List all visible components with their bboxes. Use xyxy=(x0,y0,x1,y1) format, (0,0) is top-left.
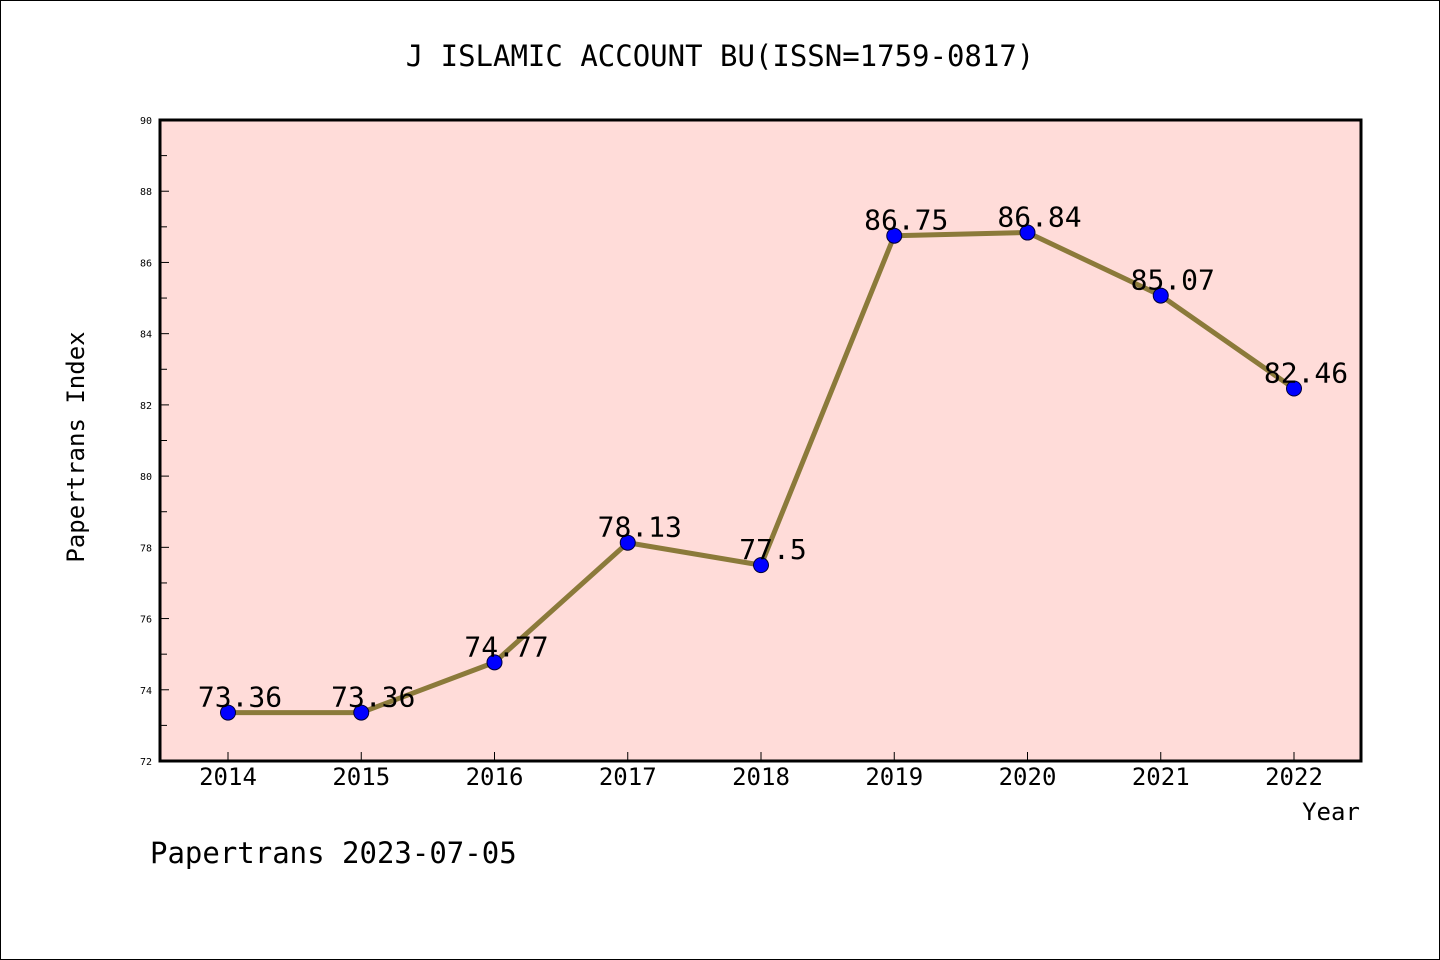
data-point xyxy=(619,534,636,551)
data-point xyxy=(1286,380,1302,397)
data-label: 77.5 xyxy=(739,533,806,566)
data-point xyxy=(1152,287,1169,304)
x-tick-label: 2020 xyxy=(999,763,1057,791)
data-point xyxy=(753,557,769,574)
data-label: 82.46 xyxy=(1264,357,1348,390)
data-series: 73.36 73.36 74.77 78.13 77.5 86.75 86.84 85.07 8… xyxy=(198,201,1348,721)
footer-date-stamp: Papertrans 2023-07-05 xyxy=(150,836,517,870)
y-tick-label: 76 xyxy=(140,615,152,626)
y-tick-label: 78 xyxy=(140,543,152,554)
chart-title: J ISLAMIC ACCOUNT BU(ISSN=1759-0817) xyxy=(406,39,1035,73)
data-label: 86.75 xyxy=(864,204,948,237)
data-label: 86.84 xyxy=(997,201,1081,234)
x-tick-label: 2019 xyxy=(865,763,923,791)
data-label: 85.07 xyxy=(1131,264,1215,297)
x-tick-label: 2018 xyxy=(732,763,790,791)
y-tick-label: 80 xyxy=(140,472,152,483)
y-tick-label: 86 xyxy=(140,258,152,269)
data-point xyxy=(353,704,370,721)
x-tick-label: 2022 xyxy=(1265,763,1323,791)
y-axis: 72 74 76 78 80 82 84 86 88 90 xyxy=(140,116,169,768)
y-tick-label: 90 xyxy=(140,116,152,127)
y-tick-label: 72 xyxy=(140,757,152,768)
plot-area xyxy=(158,118,1363,763)
x-tick-label: 2021 xyxy=(1132,763,1190,791)
x-tick-label: 2015 xyxy=(332,763,390,791)
x-tick-label: 2017 xyxy=(599,763,657,791)
x-axis: 2014 2015 2016 2017 2018 2019 2020 2021 2022 xyxy=(199,752,1323,791)
data-point xyxy=(220,704,236,721)
data-label: 78.13 xyxy=(598,511,682,544)
data-point xyxy=(486,654,503,671)
y-axis-label: Papertrans Index xyxy=(62,331,90,562)
data-label: 74.77 xyxy=(464,630,548,663)
x-axis-label: Year xyxy=(1302,798,1360,826)
y-tick-label: 88 xyxy=(140,187,152,198)
data-point xyxy=(886,227,903,244)
data-label: 73.36 xyxy=(331,681,415,714)
y-tick-label: 82 xyxy=(140,401,152,412)
y-tick-label: 74 xyxy=(140,686,152,697)
y-tick-label: 84 xyxy=(140,330,152,341)
data-point xyxy=(1019,224,1036,241)
x-tick-label: 2014 xyxy=(199,763,257,791)
x-tick-label: 2016 xyxy=(466,763,524,791)
data-label: 73.36 xyxy=(198,681,282,714)
